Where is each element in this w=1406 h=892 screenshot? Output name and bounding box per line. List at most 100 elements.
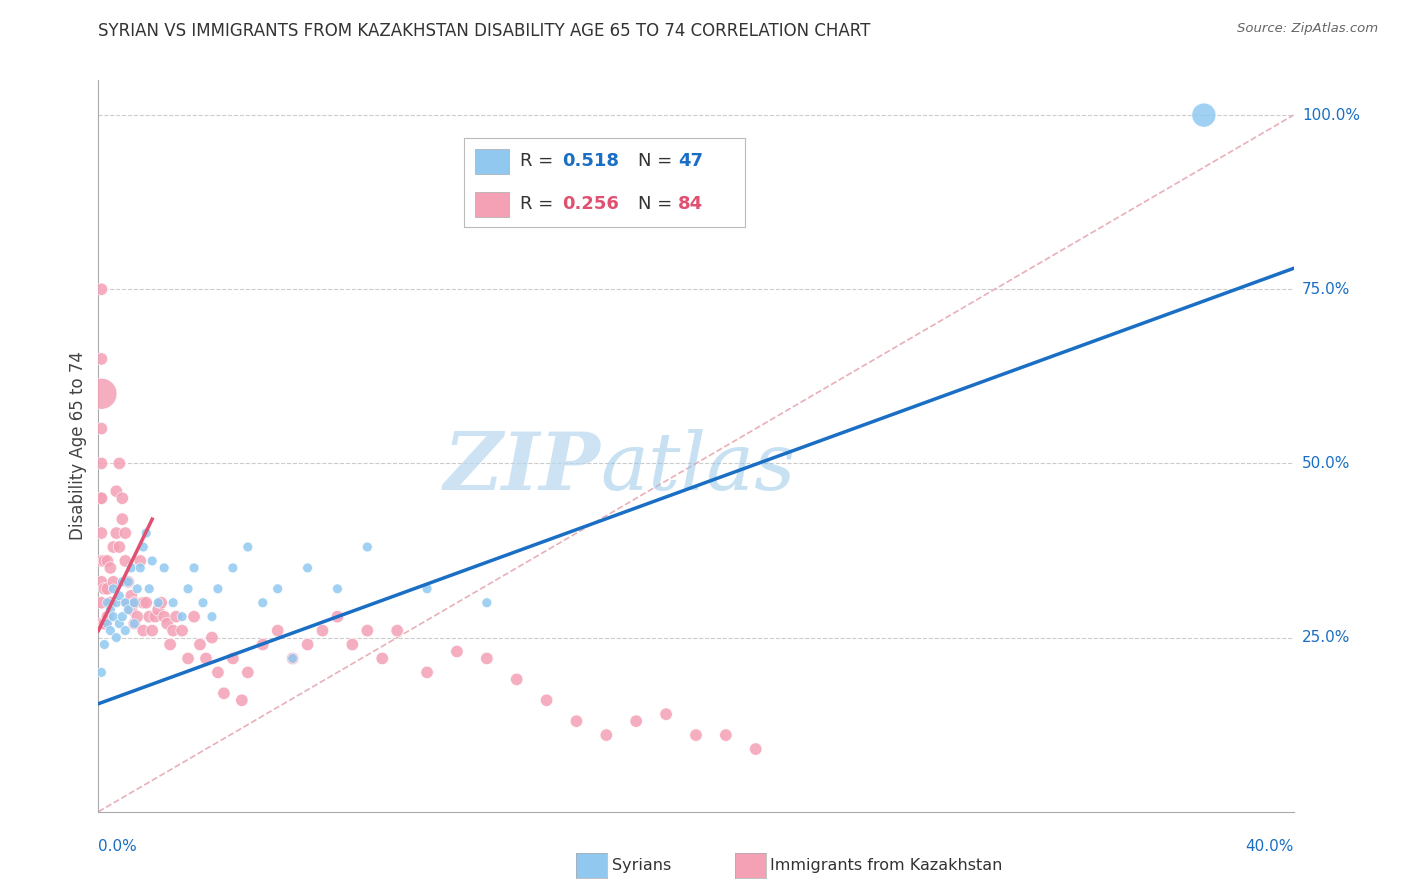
Point <box>416 582 439 596</box>
Point <box>236 540 259 554</box>
Point <box>475 596 498 610</box>
Point <box>90 421 112 435</box>
Point <box>117 603 139 617</box>
Point <box>177 582 200 596</box>
Point <box>96 554 118 568</box>
Point <box>132 624 155 638</box>
Point <box>183 561 205 575</box>
Point <box>138 609 160 624</box>
Point <box>114 554 136 568</box>
Point <box>108 540 131 554</box>
Point <box>129 561 152 575</box>
Point <box>98 561 122 575</box>
Point <box>105 484 128 499</box>
Point <box>342 638 364 652</box>
Point <box>108 616 131 631</box>
Point <box>90 457 112 471</box>
Point <box>132 540 155 554</box>
Point <box>98 596 122 610</box>
Point <box>105 631 128 645</box>
Text: 84: 84 <box>678 195 703 213</box>
Point <box>150 596 173 610</box>
Point <box>385 624 409 638</box>
Point <box>506 673 529 687</box>
Point <box>326 582 349 596</box>
Point <box>90 491 112 506</box>
Text: R =: R = <box>520 153 560 170</box>
Point <box>141 624 163 638</box>
Point <box>117 574 139 589</box>
Point <box>127 582 149 596</box>
Text: 0.518: 0.518 <box>562 153 620 170</box>
Point <box>172 624 194 638</box>
Text: N =: N = <box>638 153 678 170</box>
Point <box>114 624 136 638</box>
Point <box>371 651 394 665</box>
Point <box>475 651 498 665</box>
Point <box>135 526 157 541</box>
Point <box>714 728 737 742</box>
Point <box>153 609 176 624</box>
Point <box>311 624 333 638</box>
Text: Source: ZipAtlas.com: Source: ZipAtlas.com <box>1237 22 1378 36</box>
Text: 100.0%: 100.0% <box>1302 108 1360 122</box>
Point <box>103 540 125 554</box>
Point <box>267 624 290 638</box>
Point <box>148 596 170 610</box>
Point <box>212 686 235 700</box>
Point <box>93 554 115 568</box>
Point <box>138 582 160 596</box>
Point <box>90 351 112 366</box>
Point <box>356 540 378 554</box>
FancyBboxPatch shape <box>475 149 509 174</box>
Point <box>114 596 136 610</box>
Point <box>143 609 166 624</box>
Text: N =: N = <box>638 195 678 213</box>
FancyBboxPatch shape <box>475 192 509 217</box>
Point <box>281 651 304 665</box>
Text: 50.0%: 50.0% <box>1302 456 1350 471</box>
Point <box>105 596 128 610</box>
Point <box>111 609 134 624</box>
Text: ZIP: ZIP <box>443 429 600 507</box>
Text: atlas: atlas <box>600 429 796 507</box>
Point <box>103 582 125 596</box>
Point <box>416 665 439 680</box>
Point <box>93 616 115 631</box>
Point <box>135 596 157 610</box>
Point <box>93 582 115 596</box>
Point <box>595 728 617 742</box>
Point <box>120 603 142 617</box>
Y-axis label: Disability Age 65 to 74: Disability Age 65 to 74 <box>69 351 87 541</box>
Point <box>159 638 181 652</box>
Point <box>124 616 146 631</box>
Point <box>148 603 170 617</box>
Point <box>96 582 118 596</box>
Point <box>96 616 118 631</box>
Point <box>90 665 112 680</box>
Point <box>90 526 112 541</box>
Point <box>90 616 112 631</box>
Point <box>1192 108 1215 122</box>
Point <box>222 651 245 665</box>
Point <box>655 707 678 722</box>
Point <box>236 665 259 680</box>
Point <box>120 589 142 603</box>
Text: 0.0%: 0.0% <box>98 839 138 855</box>
Point <box>252 638 274 652</box>
Point <box>141 554 163 568</box>
Point <box>103 609 125 624</box>
Point <box>117 574 139 589</box>
Text: 75.0%: 75.0% <box>1302 282 1350 297</box>
Point <box>207 665 229 680</box>
Point <box>165 609 187 624</box>
Point <box>111 574 134 589</box>
Point <box>90 574 112 589</box>
Point <box>103 574 125 589</box>
Point <box>90 491 112 506</box>
Point <box>111 512 134 526</box>
Point <box>446 644 468 658</box>
Point <box>124 616 146 631</box>
Text: 0.256: 0.256 <box>562 195 619 213</box>
Point <box>162 596 184 610</box>
